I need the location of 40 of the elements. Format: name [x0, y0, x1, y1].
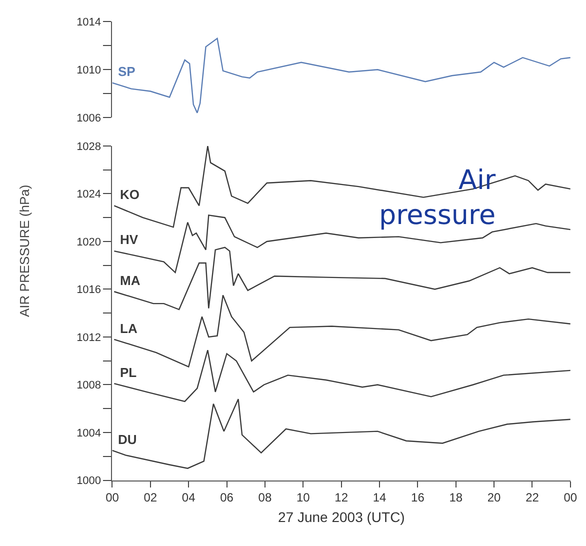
x-tick-label: 18 [449, 490, 463, 505]
y-tick-label: 1008 [76, 380, 102, 392]
x-tick-label: 16 [411, 490, 425, 505]
y-tick-label: 1028 [76, 140, 102, 153]
x-tick-label: 04 [182, 490, 196, 505]
y-tick-label: 1014 [76, 16, 102, 28]
y-tick-label: 1024 [76, 188, 102, 201]
x-tick-label: 06 [220, 490, 234, 505]
x-tick-label: 12 [334, 490, 348, 505]
x-tick-label: 20 [487, 490, 502, 505]
line-series [114, 350, 570, 402]
series-label: LA [120, 321, 138, 336]
y-tick-label: 1016 [76, 284, 102, 296]
series-label: DU [118, 432, 137, 447]
y-tick-label: 1000 [76, 475, 102, 488]
series-label: PL [120, 365, 137, 380]
y-tick-label: 1006 [76, 112, 102, 125]
x-tick-label: 22 [526, 490, 540, 505]
y-tick-label: 1012 [76, 332, 102, 344]
line-series [114, 294, 570, 368]
x-tick-label: 14 [372, 490, 387, 505]
y-axis-title: AIR PRESSURE (hPa) [17, 184, 32, 317]
series-label: SP [118, 64, 136, 79]
y-tick-label: 1020 [76, 236, 102, 248]
annotation: Air pressure [379, 165, 497, 232]
line-series [112, 398, 570, 469]
line-series [114, 246, 570, 310]
y-tick-label: 1010 [76, 64, 102, 76]
series-label: MA [120, 273, 141, 288]
line-series [114, 146, 570, 228]
series-label: HV [120, 232, 138, 247]
x-tick-label: 02 [144, 490, 158, 505]
x-tick-label: 08 [258, 490, 272, 505]
x-tick-label: 10 [296, 490, 310, 505]
x-tick-label: 00 [106, 490, 120, 505]
x-tick-label: 00 [564, 490, 578, 505]
x-axis-title: 27 June 2003 (UTC) [278, 509, 405, 525]
series-label: KO [120, 187, 140, 202]
line-series [112, 38, 570, 114]
y-tick-label: 1004 [76, 427, 102, 440]
